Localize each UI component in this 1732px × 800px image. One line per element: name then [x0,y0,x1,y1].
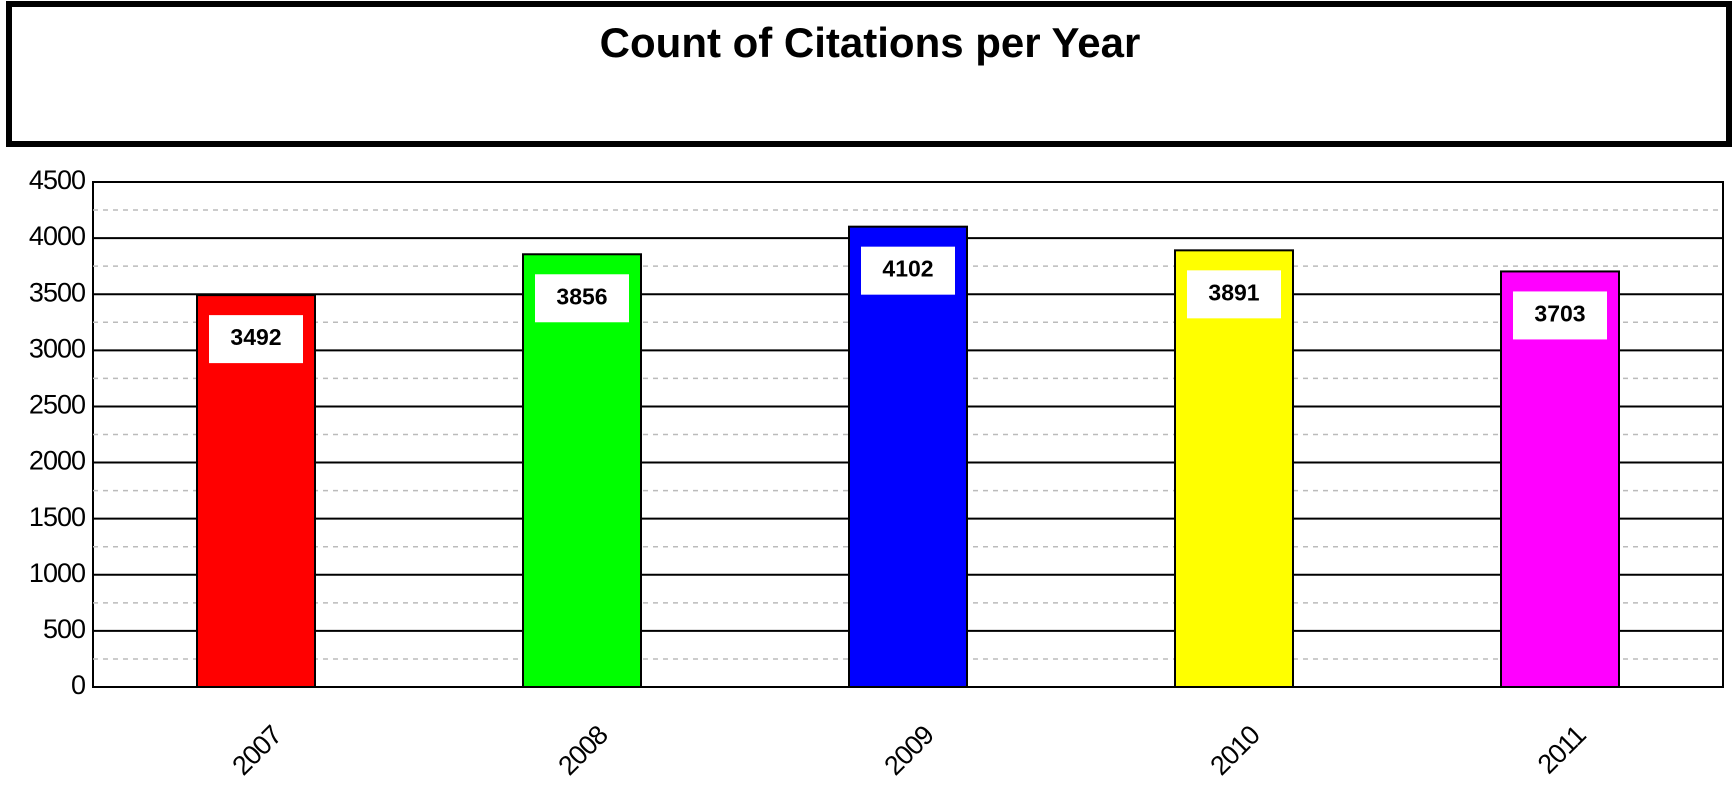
y-tick-label: 0 [71,670,85,700]
y-tick-label: 2500 [29,390,85,420]
y-tick-label: 4500 [29,165,85,195]
y-tick-label: 3500 [29,277,85,307]
y-tick-label: 2000 [29,446,85,476]
x-tick-label: 2009 [878,720,939,781]
y-tick-label: 4000 [29,221,85,251]
bar [1500,270,1620,688]
value-label-box [1187,270,1281,319]
x-tick-label: 2011 [1532,720,1591,779]
value-label: 3492 [230,324,281,350]
bar [522,253,642,688]
bar [1174,249,1294,689]
x-tick-label: 2007 [226,720,287,781]
y-tick-label: 3000 [29,333,85,363]
value-label-box [209,315,303,364]
value-label-box [535,274,629,323]
x-tick-label: 2010 [1204,720,1265,781]
y-tick-label: 1000 [29,558,85,588]
value-label: 3703 [1534,301,1585,327]
value-label: 4102 [882,256,933,282]
value-label: 3891 [1208,279,1259,305]
y-tick-label: 500 [43,614,85,644]
bar [848,225,968,688]
x-tick-label: 2008 [552,720,613,781]
chart-title: Count of Citations per Year [600,19,1141,66]
title-box [6,1,1732,147]
value-label: 3856 [556,283,607,309]
value-label-box [1513,291,1607,340]
y-tick-label: 1500 [29,502,85,532]
value-label-box [861,246,955,295]
